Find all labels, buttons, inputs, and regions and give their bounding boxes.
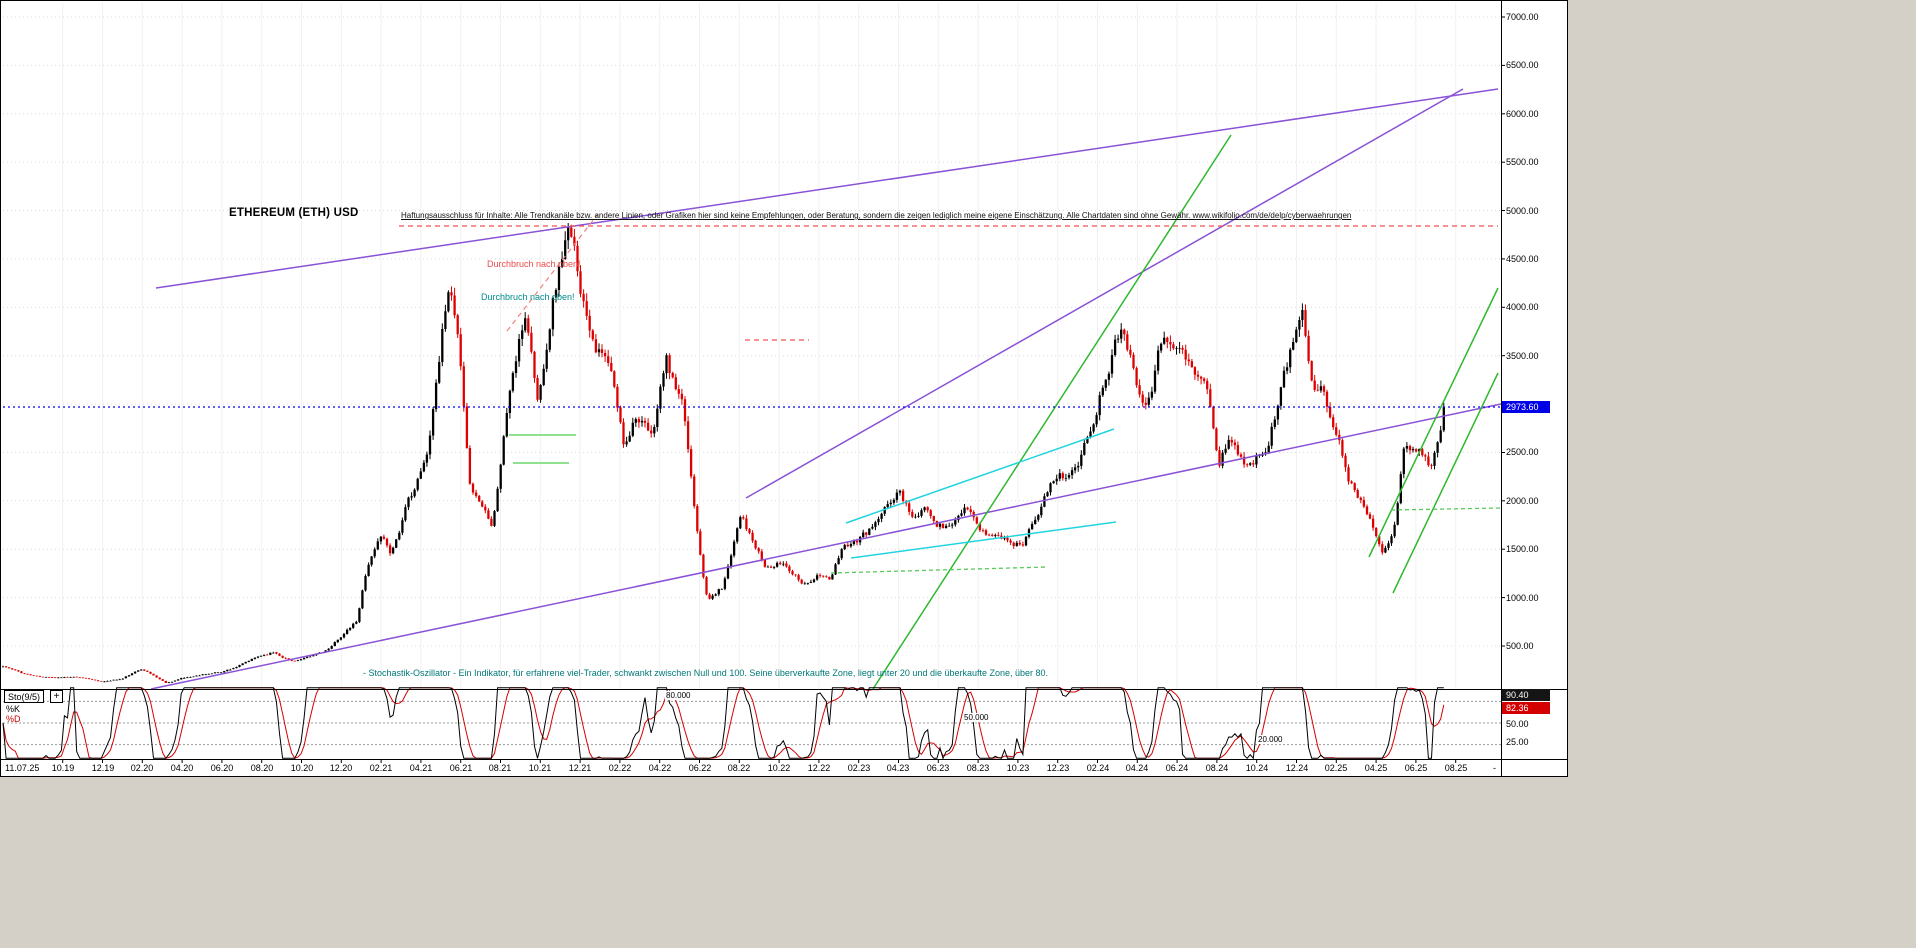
stochastic-d-legend: %D bbox=[6, 714, 21, 724]
price-axis-label: 6000.00 bbox=[1506, 109, 1539, 119]
time-axis-label: 04.24 bbox=[1125, 763, 1149, 773]
chart-title: ETHEREUM (ETH) USD bbox=[229, 207, 359, 219]
price-axis-label: 1500.00 bbox=[1506, 544, 1539, 554]
price-axis-label: 1000.00 bbox=[1506, 593, 1539, 603]
annotation-breakout-teal: Durchbruch nach oben! bbox=[481, 292, 575, 302]
indicator-add-button[interactable]: + bbox=[50, 690, 63, 703]
time-axis-label: 12.20 bbox=[329, 763, 353, 773]
time-axis-label: 08.25 bbox=[1444, 763, 1468, 773]
time-axis-label: 06.21 bbox=[449, 763, 473, 773]
stochastic-level-label: 80.000 bbox=[665, 691, 692, 700]
time-axis-label: 10.19 bbox=[51, 763, 75, 773]
stochastic-description: - Stochastik-Oszillator - Ein Indikator,… bbox=[363, 668, 1049, 678]
chart-window: ETHEREUM (ETH) USD Haftungsausschluss fü… bbox=[0, 0, 1568, 777]
stochastic-k-legend: %K bbox=[6, 704, 21, 714]
time-axis-label: 12.23 bbox=[1046, 763, 1070, 773]
annotation-breakout-red: Durchbruch nach oben! bbox=[487, 259, 581, 269]
time-axis-label: 04.22 bbox=[648, 763, 672, 773]
time-axis-label: 02.21 bbox=[369, 763, 393, 773]
time-axis-label: 04.23 bbox=[886, 763, 910, 773]
grid-lines bbox=[3, 3, 1501, 689]
time-axis-label: 02.23 bbox=[847, 763, 871, 773]
time-axis-label: 06.20 bbox=[210, 763, 234, 773]
time-axis-label: 10.21 bbox=[528, 763, 552, 773]
time-axis-label: 08.23 bbox=[966, 763, 990, 773]
stochastic-level-label: 20.000 bbox=[1257, 735, 1284, 744]
price-axis-label: 4500.00 bbox=[1506, 254, 1539, 264]
time-axis-label: 06.24 bbox=[1165, 763, 1189, 773]
price-axis-label: 500.00 bbox=[1506, 641, 1534, 651]
time-axis-label: 04.21 bbox=[409, 763, 433, 773]
time-axis-label: 02.20 bbox=[130, 763, 154, 773]
time-axis-label: 08.22 bbox=[727, 763, 751, 773]
time-axis-label: 10.22 bbox=[767, 763, 791, 773]
price-axis-label: 5000.00 bbox=[1506, 206, 1539, 216]
time-axis-label: 08.21 bbox=[488, 763, 512, 773]
time-axis-label: 12.19 bbox=[91, 763, 115, 773]
stochastic-k-value-tag: 90.40 bbox=[1502, 689, 1550, 701]
time-axis-label: 10.23 bbox=[1006, 763, 1030, 773]
current-price-tag: 2973.60 bbox=[1502, 401, 1550, 413]
time-axis-label: 12.24 bbox=[1285, 763, 1309, 773]
price-axis-label: 3500.00 bbox=[1506, 351, 1539, 361]
stochastic-indicator-name: Sto(9/5) bbox=[8, 692, 41, 702]
candles bbox=[1, 223, 1445, 684]
time-axis-label: 06.25 bbox=[1404, 763, 1428, 773]
stochastic-axis-label: 50.00 bbox=[1506, 719, 1529, 729]
time-axis-origin-label: 11.07.25 bbox=[5, 763, 40, 773]
time-axis-label: 10.24 bbox=[1245, 763, 1269, 773]
stochastic-panel bbox=[2, 687, 1501, 760]
time-axis-label: 08.20 bbox=[250, 763, 274, 773]
time-axis-label: 10.20 bbox=[290, 763, 314, 773]
time-axis-label: 06.22 bbox=[688, 763, 712, 773]
price-axis-label: 4000.00 bbox=[1506, 302, 1539, 312]
time-axis-end-label: - bbox=[1493, 763, 1496, 773]
time-axis-label: 06.23 bbox=[926, 763, 950, 773]
time-axis-label: 08.24 bbox=[1205, 763, 1229, 773]
time-axis-label: 04.20 bbox=[170, 763, 194, 773]
price-axis-label: 5500.00 bbox=[1506, 157, 1539, 167]
trend-lines bbox=[3, 88, 1502, 690]
stochastic-axis-label: 25.00 bbox=[1506, 737, 1529, 747]
time-axis-label: 02.25 bbox=[1324, 763, 1348, 773]
price-chart-plot[interactable] bbox=[1, 1, 1569, 778]
time-axis-label: 02.24 bbox=[1086, 763, 1110, 773]
price-axis-label: 2000.00 bbox=[1506, 496, 1539, 506]
time-axis-label: 12.22 bbox=[807, 763, 831, 773]
price-axis-label: 6500.00 bbox=[1506, 60, 1539, 70]
stochastic-indicator-label: Sto(9/5) bbox=[4, 690, 45, 703]
stochastic-d-value-tag: 82.36 bbox=[1502, 702, 1550, 714]
disclaimer-text: Haftungsausschluss für Inhalte: Alle Tre… bbox=[401, 211, 1352, 220]
price-axis-label: 7000.00 bbox=[1506, 12, 1539, 22]
price-axis-label: 2500.00 bbox=[1506, 447, 1539, 457]
time-axis-label: 12.21 bbox=[568, 763, 592, 773]
stochastic-level-label: 50.000 bbox=[963, 713, 990, 722]
frame-lines bbox=[1, 1, 1568, 777]
time-axis-label: 02.22 bbox=[608, 763, 632, 773]
time-axis-label: 04.25 bbox=[1364, 763, 1388, 773]
